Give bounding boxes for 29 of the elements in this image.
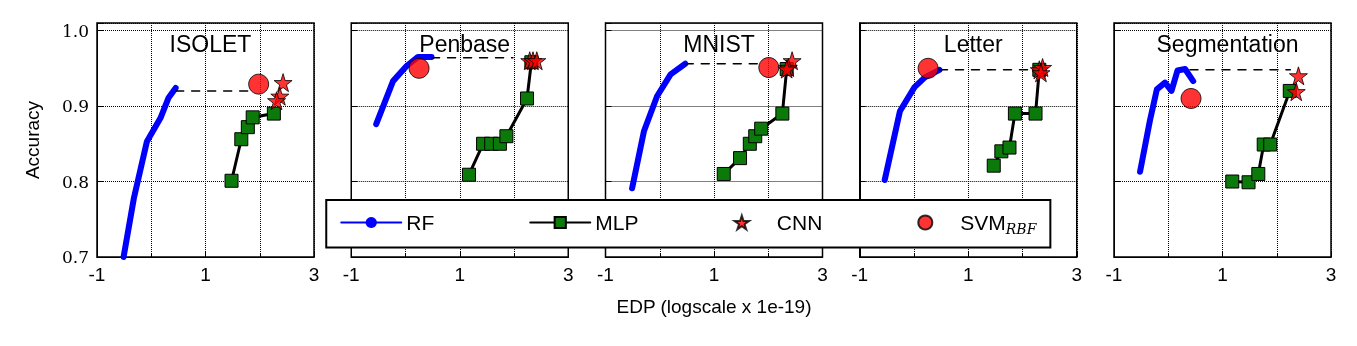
y-tick-label: 0.8: [61, 171, 89, 192]
x-tick-label: -1: [342, 264, 360, 285]
legend-label: RF: [406, 211, 435, 234]
x-tick-label: -1: [88, 264, 106, 285]
x-tick-label: 1: [1217, 264, 1228, 285]
x-tick-label: -1: [851, 264, 869, 285]
x-tick-label: 3: [1071, 264, 1083, 285]
x-tick-label: 1: [200, 264, 211, 285]
chart-title: Letter: [943, 30, 1003, 57]
x-tick-label: -1: [597, 264, 614, 285]
y-tick-label: 1.0: [61, 20, 89, 41]
x-tick-label: 3: [562, 264, 574, 285]
legend-label: MLP: [595, 211, 639, 234]
chart-title: Penbase: [419, 30, 511, 57]
x-tick-label: 1: [708, 264, 720, 285]
chart-title: ISOLET: [169, 30, 252, 57]
chart-title: Segmentation: [1156, 30, 1299, 57]
x-tick-label: 1: [962, 264, 974, 285]
x-tick-label: 1: [454, 264, 466, 285]
x-tick-label: 3: [308, 264, 320, 285]
x-tick-label: -1: [1105, 264, 1123, 285]
chart-title: MNIST: [683, 30, 755, 57]
legend-label: CNN: [776, 211, 823, 234]
x-axis-title: EDP (logscale x 1e-19): [616, 296, 812, 317]
x-tick-label: 3: [817, 264, 828, 285]
y-axis-title: Accuracy: [22, 100, 43, 180]
x-tick-label: 3: [1325, 264, 1337, 285]
y-tick-label: 0.7: [61, 247, 89, 267]
y-tick-label: 0.9: [61, 96, 89, 117]
